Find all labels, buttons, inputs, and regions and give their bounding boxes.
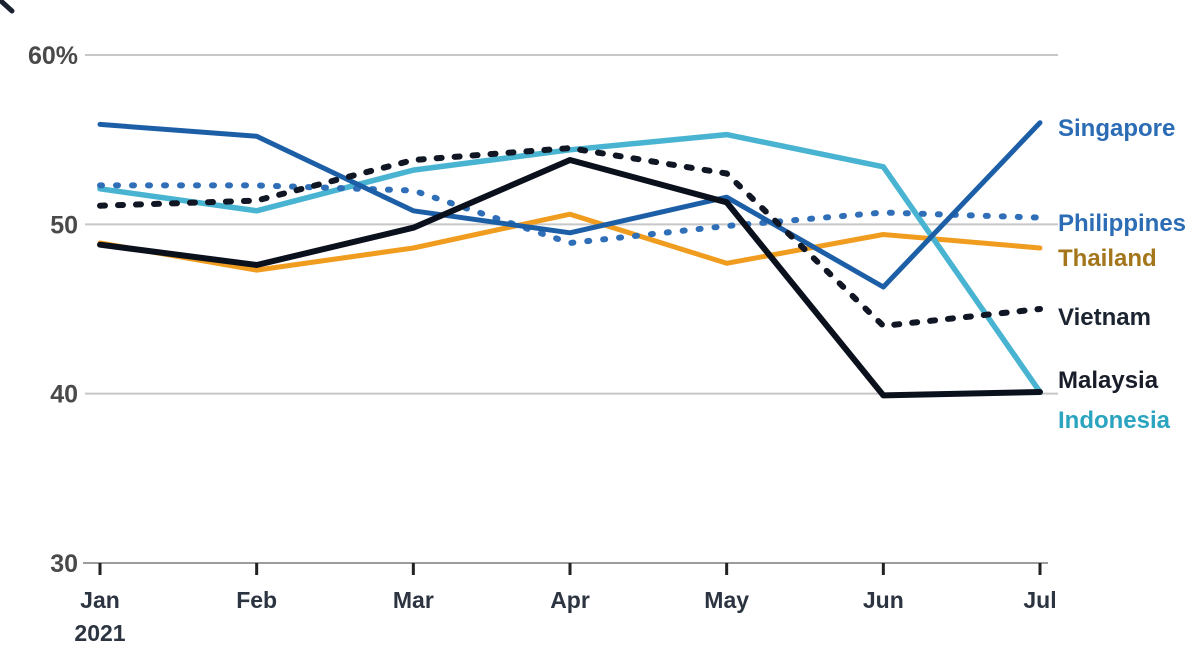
y-axis-label-60: 60% xyxy=(28,42,78,70)
y-axis-label-30: 30 xyxy=(50,550,78,578)
y-axis-label-40: 40 xyxy=(50,381,78,409)
corner-artifact-mark xyxy=(0,0,15,14)
series-label-indonesia: Indonesia xyxy=(1058,407,1171,434)
series-label-philippines: Philippines xyxy=(1058,210,1186,237)
series-label-malaysia: Malaysia xyxy=(1058,367,1159,394)
series-line-malaysia xyxy=(97,157,1043,399)
x-axis-year-label: 2021 xyxy=(74,620,125,646)
series-line-thailand xyxy=(97,211,1043,273)
series-line-philippines xyxy=(97,182,1043,246)
x-axis-label-may: May xyxy=(704,587,749,613)
series-label-vietnam: Vietnam xyxy=(1058,304,1151,331)
y-axis-label-50: 50 xyxy=(50,211,78,239)
x-axis-label-apr: Apr xyxy=(550,587,590,613)
x-axis-label-feb: Feb xyxy=(236,587,277,613)
x-axis-label-jul: Jul xyxy=(1023,587,1056,613)
series-line-vietnam xyxy=(97,145,1043,329)
series-label-thailand: Thailand xyxy=(1058,245,1157,272)
x-axis-label-mar: Mar xyxy=(393,587,434,613)
x-axis-label-jan: Jan xyxy=(80,587,120,613)
series-line-singapore xyxy=(97,120,1043,290)
series-line-indonesia xyxy=(97,131,1043,395)
series-label-singapore: Singapore xyxy=(1058,115,1175,142)
x-axis-label-jun: Jun xyxy=(863,587,904,613)
